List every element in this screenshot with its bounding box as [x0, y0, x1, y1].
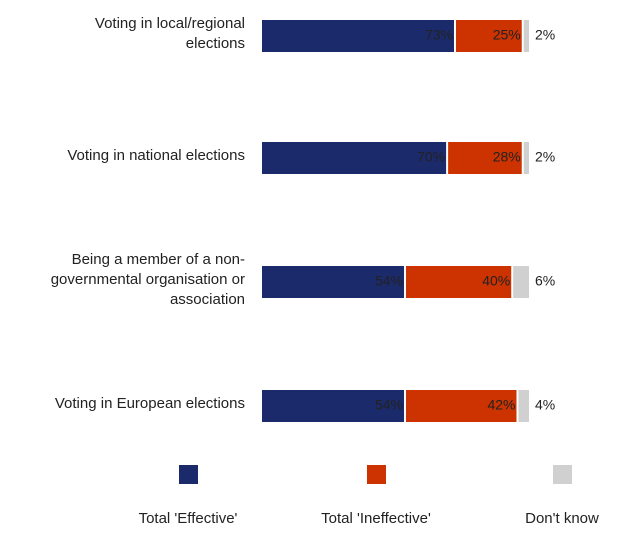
bar-dont-know — [523, 20, 529, 52]
data-label: 73% — [425, 27, 453, 43]
category-label-line: Voting in European elections — [54, 395, 245, 412]
category-label: Being a member of a non-governmental org… — [10, 250, 245, 310]
bar-dont-know — [513, 266, 529, 298]
data-label: 54% — [375, 397, 403, 413]
bar-ineffective — [448, 142, 522, 174]
data-label: 2% — [535, 27, 555, 43]
data-label: 70% — [417, 149, 445, 165]
bar-ineffective — [406, 266, 512, 298]
data-label: 42% — [487, 397, 515, 413]
data-label: 28% — [493, 149, 521, 165]
category-label-line: Voting in national elections — [67, 147, 245, 164]
bar-dont-know — [523, 142, 529, 174]
category-label-line: association — [169, 291, 245, 308]
category-label: Voting in national elections — [10, 146, 245, 166]
data-label: 54% — [375, 273, 403, 289]
bar-effective — [262, 20, 454, 52]
bar-effective — [262, 142, 447, 174]
category-label: Voting in local/regional elections — [10, 14, 245, 54]
legend-swatch — [179, 465, 198, 484]
category-label: Voting in European elections — [10, 394, 245, 414]
bar-ineffective — [455, 20, 522, 52]
data-label: 25% — [493, 27, 521, 43]
bar-dont-know — [518, 390, 529, 422]
data-label: 2% — [535, 149, 555, 165]
data-label: 4% — [535, 397, 555, 413]
category-label-line: Being a member of a non- — [71, 251, 245, 268]
legend-label: Total 'Ineffective' — [321, 510, 431, 527]
bar-effective — [262, 266, 405, 298]
legend-swatch — [367, 465, 386, 484]
bar-ineffective — [406, 390, 517, 422]
legend-swatch — [553, 465, 572, 484]
category-label-line: governmental organisation or — [50, 271, 245, 288]
category-label-line: elections — [185, 35, 245, 52]
legend-label: Total 'Effective' — [138, 510, 238, 527]
category-label-line: Voting in local/regional — [94, 15, 245, 32]
data-label: 40% — [482, 273, 510, 289]
legend-label: Don't know — [525, 510, 599, 527]
bar-effective — [262, 390, 405, 422]
data-label: 6% — [535, 273, 555, 289]
